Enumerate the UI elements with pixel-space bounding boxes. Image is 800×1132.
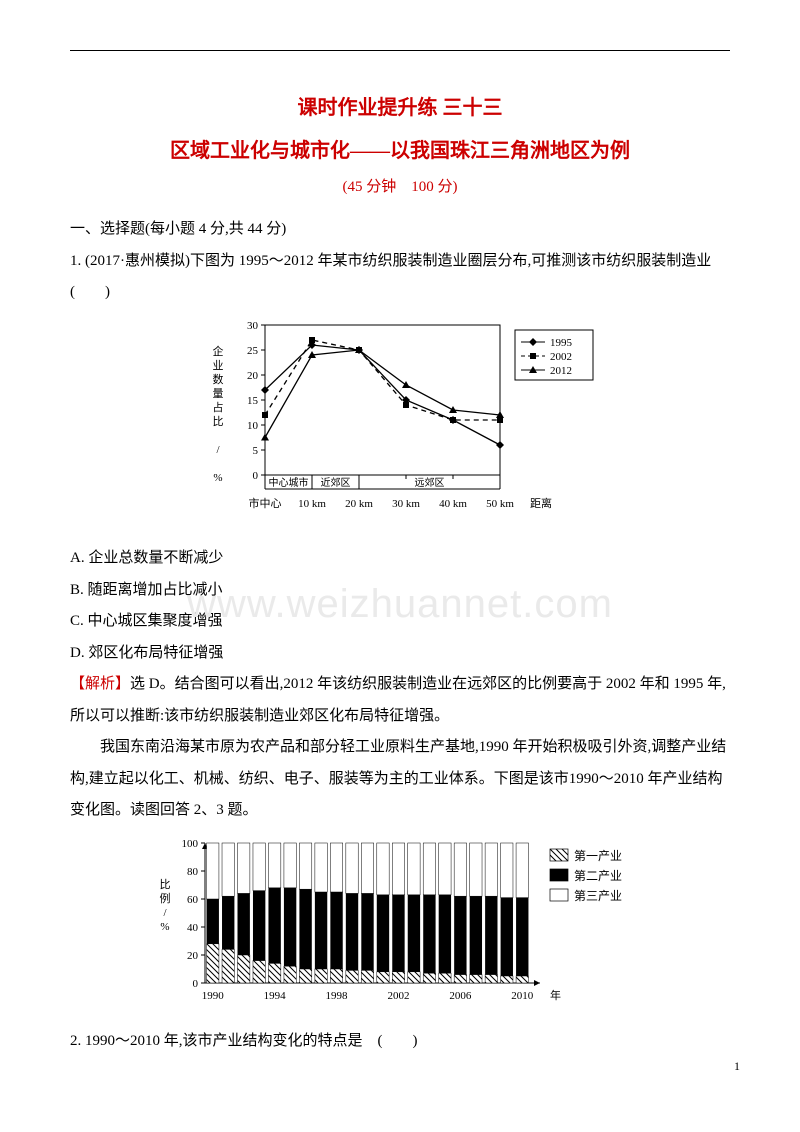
svg-text:2010: 2010 — [511, 990, 534, 1002]
q1-option-d: D. 郊区化布局特征增强 — [70, 638, 730, 670]
chart2-stacked-bar: 0 20 40 60 80 100 比例 /% 1990 1994 1998 2002 2006 2010… — [70, 833, 730, 1021]
svg-text:企: 企 — [213, 344, 224, 358]
passage2: 我国东南沿海某市原为农产品和部分轻工业原料生产基地,1990 年开始积极吸引外资… — [70, 732, 730, 827]
svg-text:2002: 2002 — [387, 990, 409, 1002]
svg-text:1998: 1998 — [326, 990, 349, 1002]
q1-answer: 【解析】选 D。结合图可以看出,2012 年该纺织服装制造业在远郊区的比例要高于… — [70, 669, 730, 732]
svg-text:2002: 2002 — [550, 351, 572, 363]
svg-text:0: 0 — [253, 470, 259, 482]
svg-text:15: 15 — [247, 395, 259, 407]
svg-text:年: 年 — [550, 988, 561, 1002]
top-rule — [70, 50, 730, 51]
svg-text:100: 100 — [182, 838, 199, 850]
q1-option-c: C. 中心城区集聚度增强 — [70, 606, 730, 638]
page-number: 1 — [734, 1059, 740, 1074]
svg-text:近郊区: 近郊区 — [321, 476, 351, 489]
svg-text:25: 25 — [247, 345, 259, 357]
svg-text:远郊区: 远郊区 — [415, 476, 445, 489]
svg-text:1995: 1995 — [550, 337, 573, 349]
svg-text:业: 业 — [213, 359, 224, 372]
svg-text:20: 20 — [247, 370, 259, 382]
svg-text:占: 占 — [213, 400, 224, 414]
svg-text:/: / — [216, 444, 220, 456]
svg-text:/: / — [163, 907, 167, 919]
lesson-title-line2: 区域工业化与城市化——以我国珠江三角洲地区为例 — [70, 134, 730, 163]
svg-text:1990: 1990 — [202, 990, 225, 1002]
lesson-title-line1: 课时作业提升练 三十三 — [70, 91, 730, 120]
q2-stem: 2. 1990～2010 年,该市产业结构变化的特点是 ( ) — [70, 1026, 730, 1058]
svg-text:10: 10 — [247, 420, 259, 432]
svg-text:30: 30 — [247, 320, 259, 332]
svg-text:1994: 1994 — [264, 990, 287, 1002]
svg-text:第二产业: 第二产业 — [574, 869, 622, 883]
q1-stem: 1. (2017·惠州模拟)下图为 1995～2012 年某市纺织服装制造业圈层… — [70, 246, 730, 309]
q1-option-b: B. 随距离增加占比减小 — [70, 575, 730, 607]
svg-text:%: % — [213, 472, 222, 484]
answer-text: 选 D。结合图可以看出,2012 年该纺织服装制造业在远郊区的比例要高于 200… — [70, 676, 726, 724]
svg-text:中心城市: 中心城市 — [269, 476, 309, 489]
svg-text:0: 0 — [193, 978, 199, 990]
svg-text:40: 40 — [187, 922, 199, 934]
svg-text:距离: 距离 — [530, 496, 552, 510]
svg-text:30 km: 30 km — [392, 498, 420, 510]
svg-text:20 km: 20 km — [345, 498, 373, 510]
svg-text:40 km: 40 km — [439, 498, 467, 510]
svg-text:第三产业: 第三产业 — [574, 889, 622, 903]
svg-text:%: % — [160, 921, 169, 933]
svg-text:数: 数 — [213, 373, 224, 386]
timing-line: (45 分钟 100 分) — [70, 175, 730, 196]
svg-text:比: 比 — [160, 878, 171, 891]
chart1-line: 0 5 10 15 20 25 30 企业数量占比 / % 市中心 10 km 20 km 30 km… — [70, 315, 730, 538]
svg-text:80: 80 — [187, 866, 199, 878]
answer-label: 【解析】 — [70, 676, 130, 692]
svg-text:量: 量 — [213, 387, 224, 400]
svg-text:60: 60 — [187, 894, 199, 906]
svg-text:2012: 2012 — [550, 365, 572, 377]
svg-text:50 km: 50 km — [486, 498, 514, 510]
svg-text:比: 比 — [213, 415, 224, 428]
svg-text:20: 20 — [187, 950, 199, 962]
svg-text:市中心: 市中心 — [249, 496, 282, 510]
svg-text:第一产业: 第一产业 — [574, 849, 622, 863]
svg-text:10 km: 10 km — [298, 498, 326, 510]
svg-text:2006: 2006 — [449, 990, 472, 1002]
svg-text:例: 例 — [160, 891, 171, 905]
svg-text:5: 5 — [253, 445, 259, 457]
q1-option-a: A. 企业总数量不断减少 — [70, 543, 730, 575]
section-heading: 一、选择题(每小题 4 分,共 44 分) — [70, 214, 730, 246]
